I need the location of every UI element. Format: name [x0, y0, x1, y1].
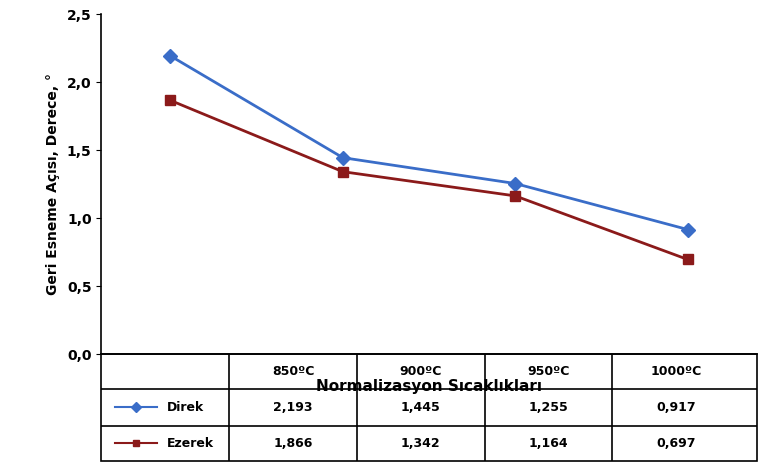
Text: 950ºC: 950ºC: [527, 365, 569, 378]
Text: Normalizasyon Sıcaklıkları: Normalizasyon Sıcaklıkları: [316, 379, 542, 394]
Text: 1,164: 1,164: [529, 437, 569, 450]
Text: Direk: Direk: [167, 401, 204, 414]
Y-axis label: Geri Esneme Açısı, Derece, °: Geri Esneme Açısı, Derece, °: [46, 73, 60, 295]
Text: 1,866: 1,866: [273, 437, 313, 450]
Text: 1,342: 1,342: [401, 437, 441, 450]
Text: 900ºC: 900ºC: [399, 365, 442, 378]
Text: 1000ºC: 1000ºC: [651, 365, 702, 378]
Text: 2,193: 2,193: [273, 401, 313, 414]
Text: Ezerek: Ezerek: [167, 437, 214, 450]
Text: 0,697: 0,697: [657, 437, 696, 450]
Text: 1,445: 1,445: [401, 401, 441, 414]
Text: 850ºC: 850ºC: [272, 365, 314, 378]
Text: 0,917: 0,917: [657, 401, 697, 414]
Text: 1,255: 1,255: [529, 401, 569, 414]
